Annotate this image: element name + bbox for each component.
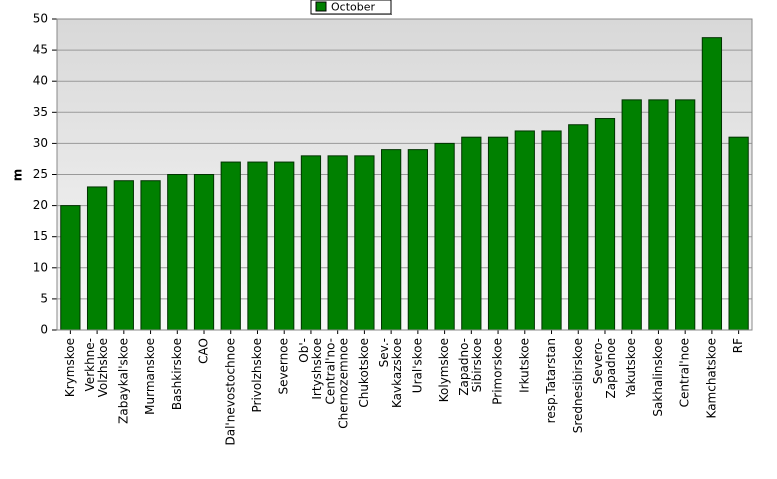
bar — [113, 180, 134, 331]
legend-swatch — [315, 1, 327, 12]
x-tick-label: Ob'-Irtyshskoe — [296, 338, 323, 400]
x-tick-label: Verkhne-Volzhskoe — [82, 338, 109, 397]
bar — [407, 149, 428, 331]
legend: October — [310, 0, 392, 15]
bar — [327, 155, 348, 331]
x-tick-label: Severo-Zapadnoe — [590, 338, 617, 399]
x-tick-label: Kolymskoe — [437, 338, 451, 402]
x-tick-label: Privolzhskoe — [250, 338, 264, 412]
y-tick-label: 50 — [33, 12, 48, 26]
bar — [487, 136, 509, 331]
x-tick-label: Kamchatskoe — [704, 338, 718, 418]
y-tick-label: 30 — [33, 136, 48, 150]
x-tick-label: resp.Tatarstan — [544, 338, 558, 423]
bar — [568, 124, 589, 331]
bar — [247, 161, 268, 331]
x-tick-label: Murmanskoe — [143, 338, 157, 415]
y-tick-label: 5 — [40, 291, 48, 305]
bar — [300, 155, 322, 331]
y-axis-label: m — [11, 169, 25, 182]
x-tick-label: Chukotskoe — [357, 338, 371, 408]
bar — [648, 99, 669, 331]
legend-label: October — [331, 1, 375, 14]
y-tick-label: 40 — [33, 74, 48, 88]
bar — [274, 161, 295, 331]
x-tick-label: Ural'skoe — [410, 338, 424, 393]
y-tick-label: 15 — [33, 229, 48, 243]
x-tick-label: Zapadno-Sibirskoe — [457, 338, 484, 396]
y-tick-label: 10 — [33, 260, 48, 274]
bar — [193, 174, 215, 331]
bar — [167, 174, 188, 331]
x-tick-label: Primorskoe — [491, 338, 505, 405]
x-tick-label: Dal'nevostochnoe — [223, 338, 237, 446]
x-tick-label: Srednesibirskoe — [571, 338, 585, 433]
bar — [354, 155, 375, 331]
bar — [220, 161, 241, 331]
bar — [86, 186, 108, 331]
y-tick-label: 35 — [33, 105, 48, 119]
x-tick-label: Krymskoe — [63, 338, 77, 397]
x-tick-label: Central'no-Chernozemnoe — [323, 338, 350, 429]
x-tick-label: Irkutskoe — [517, 338, 531, 393]
bar — [701, 37, 723, 331]
bar — [140, 180, 161, 331]
x-tick-label: Sakhalinskoe — [651, 338, 665, 417]
x-tick-label: Zabaykal'skoe — [116, 338, 130, 424]
x-tick-label: RF — [731, 338, 745, 353]
plot-frame — [56, 18, 753, 331]
y-tick-label: 20 — [33, 198, 48, 212]
x-tick-label: Yakutskoe — [624, 338, 638, 398]
bar — [621, 99, 642, 331]
bar — [60, 205, 81, 331]
x-tick-label: Sev.-Kavkazskoe — [376, 338, 403, 408]
x-tick-label: Severnoe — [277, 338, 291, 395]
bar — [728, 136, 749, 331]
bar — [541, 130, 562, 331]
bar — [514, 130, 535, 331]
y-tick-label: 0 — [40, 323, 48, 337]
y-tick-label: 25 — [33, 167, 48, 181]
y-tick-label: 45 — [33, 43, 48, 57]
x-tick-label: Central'noe — [678, 338, 692, 407]
bar — [381, 149, 402, 331]
x-tick-label: Bashkirskoe — [170, 338, 184, 410]
bar — [461, 136, 482, 331]
bar — [434, 142, 455, 331]
bar — [594, 118, 616, 331]
x-tick-label: CAO — [197, 338, 211, 364]
bar — [675, 99, 696, 331]
